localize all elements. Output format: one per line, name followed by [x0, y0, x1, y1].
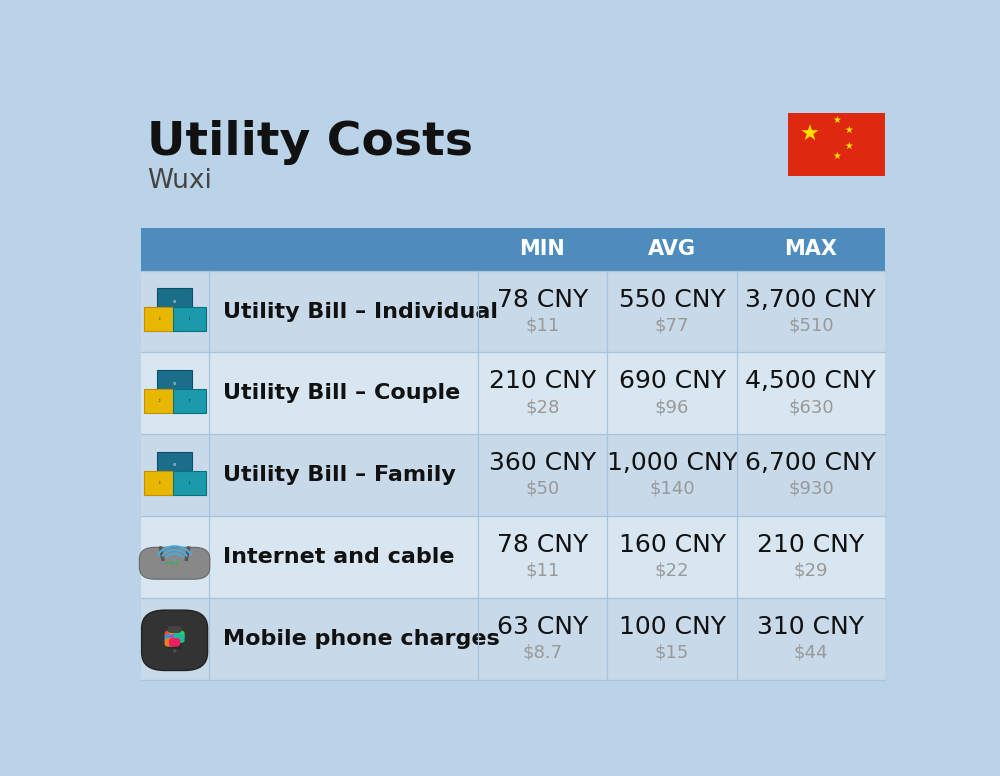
Text: ★: ★: [844, 140, 853, 151]
Polygon shape: [158, 310, 191, 325]
FancyBboxPatch shape: [142, 610, 208, 670]
Text: $44: $44: [794, 644, 828, 662]
Circle shape: [173, 559, 176, 561]
Text: ★: ★: [844, 126, 853, 135]
Text: 78 CNY: 78 CNY: [497, 288, 588, 311]
FancyBboxPatch shape: [140, 598, 885, 680]
Text: $28: $28: [525, 398, 560, 416]
FancyBboxPatch shape: [169, 631, 180, 639]
Text: 🔌: 🔌: [159, 400, 160, 402]
FancyBboxPatch shape: [169, 638, 180, 646]
Text: $11: $11: [525, 317, 559, 334]
Circle shape: [173, 650, 176, 653]
Text: 210 CNY: 210 CNY: [489, 369, 596, 393]
FancyBboxPatch shape: [140, 516, 885, 598]
Text: ⚙: ⚙: [173, 300, 176, 303]
Text: ★: ★: [800, 125, 820, 145]
Circle shape: [166, 562, 169, 564]
Text: $140: $140: [649, 480, 695, 498]
FancyBboxPatch shape: [140, 352, 885, 435]
FancyBboxPatch shape: [157, 370, 192, 397]
Text: 🚰: 🚰: [189, 400, 190, 402]
FancyBboxPatch shape: [173, 634, 185, 643]
Circle shape: [171, 562, 174, 564]
Text: $77: $77: [655, 317, 689, 334]
Text: $29: $29: [794, 562, 828, 580]
Text: 3,700 CNY: 3,700 CNY: [745, 288, 876, 311]
Text: Mobile phone charges: Mobile phone charges: [223, 629, 499, 649]
FancyBboxPatch shape: [788, 113, 885, 175]
Text: 6,700 CNY: 6,700 CNY: [745, 452, 876, 475]
Text: Wuxi: Wuxi: [147, 168, 212, 194]
Text: Utility Bill – Individual: Utility Bill – Individual: [223, 302, 498, 321]
Text: 100 CNY: 100 CNY: [619, 615, 726, 639]
Text: 78 CNY: 78 CNY: [497, 533, 588, 557]
FancyBboxPatch shape: [169, 634, 180, 643]
FancyBboxPatch shape: [144, 307, 176, 331]
Text: 360 CNY: 360 CNY: [489, 452, 596, 475]
Circle shape: [176, 562, 178, 564]
Text: 🚰: 🚰: [189, 482, 190, 484]
Text: 210 CNY: 210 CNY: [757, 533, 864, 557]
Text: Utility Costs: Utility Costs: [147, 120, 473, 165]
FancyBboxPatch shape: [157, 288, 192, 315]
Text: ⚙: ⚙: [173, 382, 176, 386]
Text: MIN: MIN: [519, 239, 565, 259]
Text: 🔌: 🔌: [159, 482, 160, 484]
FancyBboxPatch shape: [140, 271, 885, 352]
Text: Internet and cable: Internet and cable: [223, 547, 454, 567]
FancyBboxPatch shape: [165, 631, 176, 639]
Text: Utility Bill – Couple: Utility Bill – Couple: [223, 383, 460, 404]
Text: $510: $510: [788, 317, 834, 334]
Text: $930: $930: [788, 480, 834, 498]
FancyBboxPatch shape: [140, 227, 885, 271]
Text: AVG: AVG: [648, 239, 696, 259]
FancyBboxPatch shape: [157, 452, 192, 479]
FancyBboxPatch shape: [173, 307, 206, 331]
Text: 690 CNY: 690 CNY: [619, 369, 726, 393]
Text: ★: ★: [832, 151, 841, 161]
Text: ⚙: ⚙: [173, 463, 176, 467]
Polygon shape: [158, 473, 191, 489]
FancyBboxPatch shape: [173, 389, 206, 413]
Text: ★: ★: [832, 116, 841, 126]
FancyBboxPatch shape: [139, 547, 210, 579]
Text: $96: $96: [655, 398, 689, 416]
Text: 160 CNY: 160 CNY: [619, 533, 726, 557]
Text: $8.7: $8.7: [522, 644, 562, 662]
Text: $22: $22: [655, 562, 689, 580]
FancyBboxPatch shape: [167, 632, 182, 650]
Text: $15: $15: [655, 644, 689, 662]
FancyBboxPatch shape: [173, 471, 206, 495]
FancyBboxPatch shape: [140, 435, 885, 516]
FancyBboxPatch shape: [168, 626, 182, 633]
FancyBboxPatch shape: [165, 638, 176, 646]
Text: $50: $50: [525, 480, 559, 498]
FancyBboxPatch shape: [144, 471, 176, 495]
Text: 🔌: 🔌: [159, 318, 160, 320]
Text: 🚰: 🚰: [189, 318, 190, 320]
FancyBboxPatch shape: [173, 631, 185, 639]
Text: 1,000 CNY: 1,000 CNY: [607, 452, 738, 475]
Text: 63 CNY: 63 CNY: [497, 615, 588, 639]
Text: 4,500 CNY: 4,500 CNY: [745, 369, 876, 393]
Polygon shape: [158, 391, 191, 407]
Text: Utility Bill – Family: Utility Bill – Family: [223, 466, 456, 485]
Text: $630: $630: [788, 398, 834, 416]
Text: $11: $11: [525, 562, 559, 580]
FancyBboxPatch shape: [144, 389, 176, 413]
Text: 310 CNY: 310 CNY: [757, 615, 864, 639]
Text: 550 CNY: 550 CNY: [619, 288, 726, 311]
Text: MAX: MAX: [784, 239, 837, 259]
FancyBboxPatch shape: [165, 634, 176, 643]
